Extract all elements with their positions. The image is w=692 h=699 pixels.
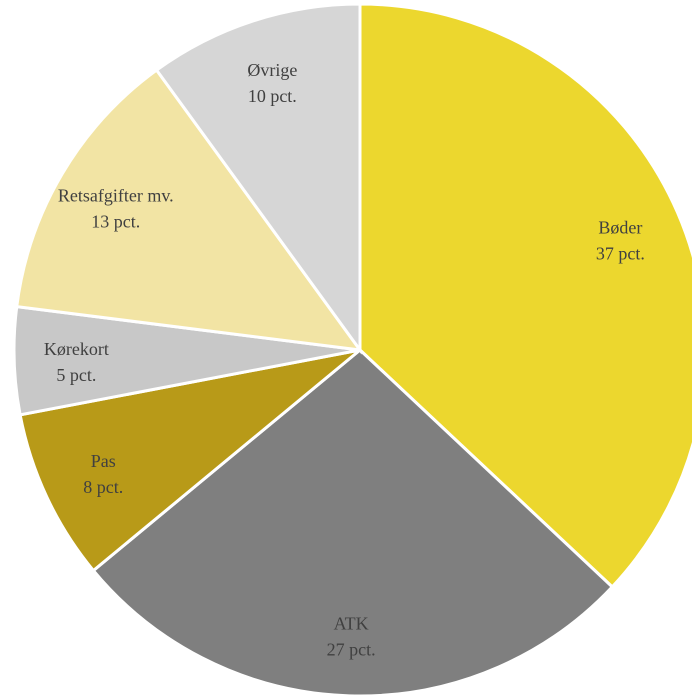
- pie-labels: Bøder 37 pct. ATK 27 pct. Pas 8 pct. Kørekort 5…: [44, 60, 645, 659]
- slice-label-boder: Bøder: [598, 217, 642, 237]
- slice-label-atk: ATK: [334, 614, 369, 634]
- slice-label-ovrige: Øvrige: [247, 60, 297, 80]
- pie-slice-pas: [18, 348, 361, 573]
- slice-value-label-pas: 8 pct.: [83, 477, 123, 497]
- slice-value-label-atk: 27 pct.: [327, 640, 376, 660]
- pie-slice-retsafgifter-mv: [15, 67, 364, 352]
- slice-label-retsafgifter-mv: Retsafgifter mv.: [58, 186, 174, 206]
- slice-value-label-boder: 37 pct.: [596, 243, 645, 263]
- slice-label-korekort: Kørekort: [44, 339, 109, 359]
- slice-value-label-ovrige: 10 pct.: [248, 86, 297, 106]
- slice-value-label-korekort: 5 pct.: [56, 365, 96, 385]
- pie-slice-atk: [91, 348, 615, 698]
- pie-slices: [12, 2, 692, 698]
- slice-value-label-retsafgifter-mv: 13 pct.: [91, 212, 140, 232]
- slice-label-pas: Pas: [91, 451, 116, 471]
- pie-slice-boder: [358, 2, 692, 589]
- pie-slice-ovrige: [154, 2, 362, 355]
